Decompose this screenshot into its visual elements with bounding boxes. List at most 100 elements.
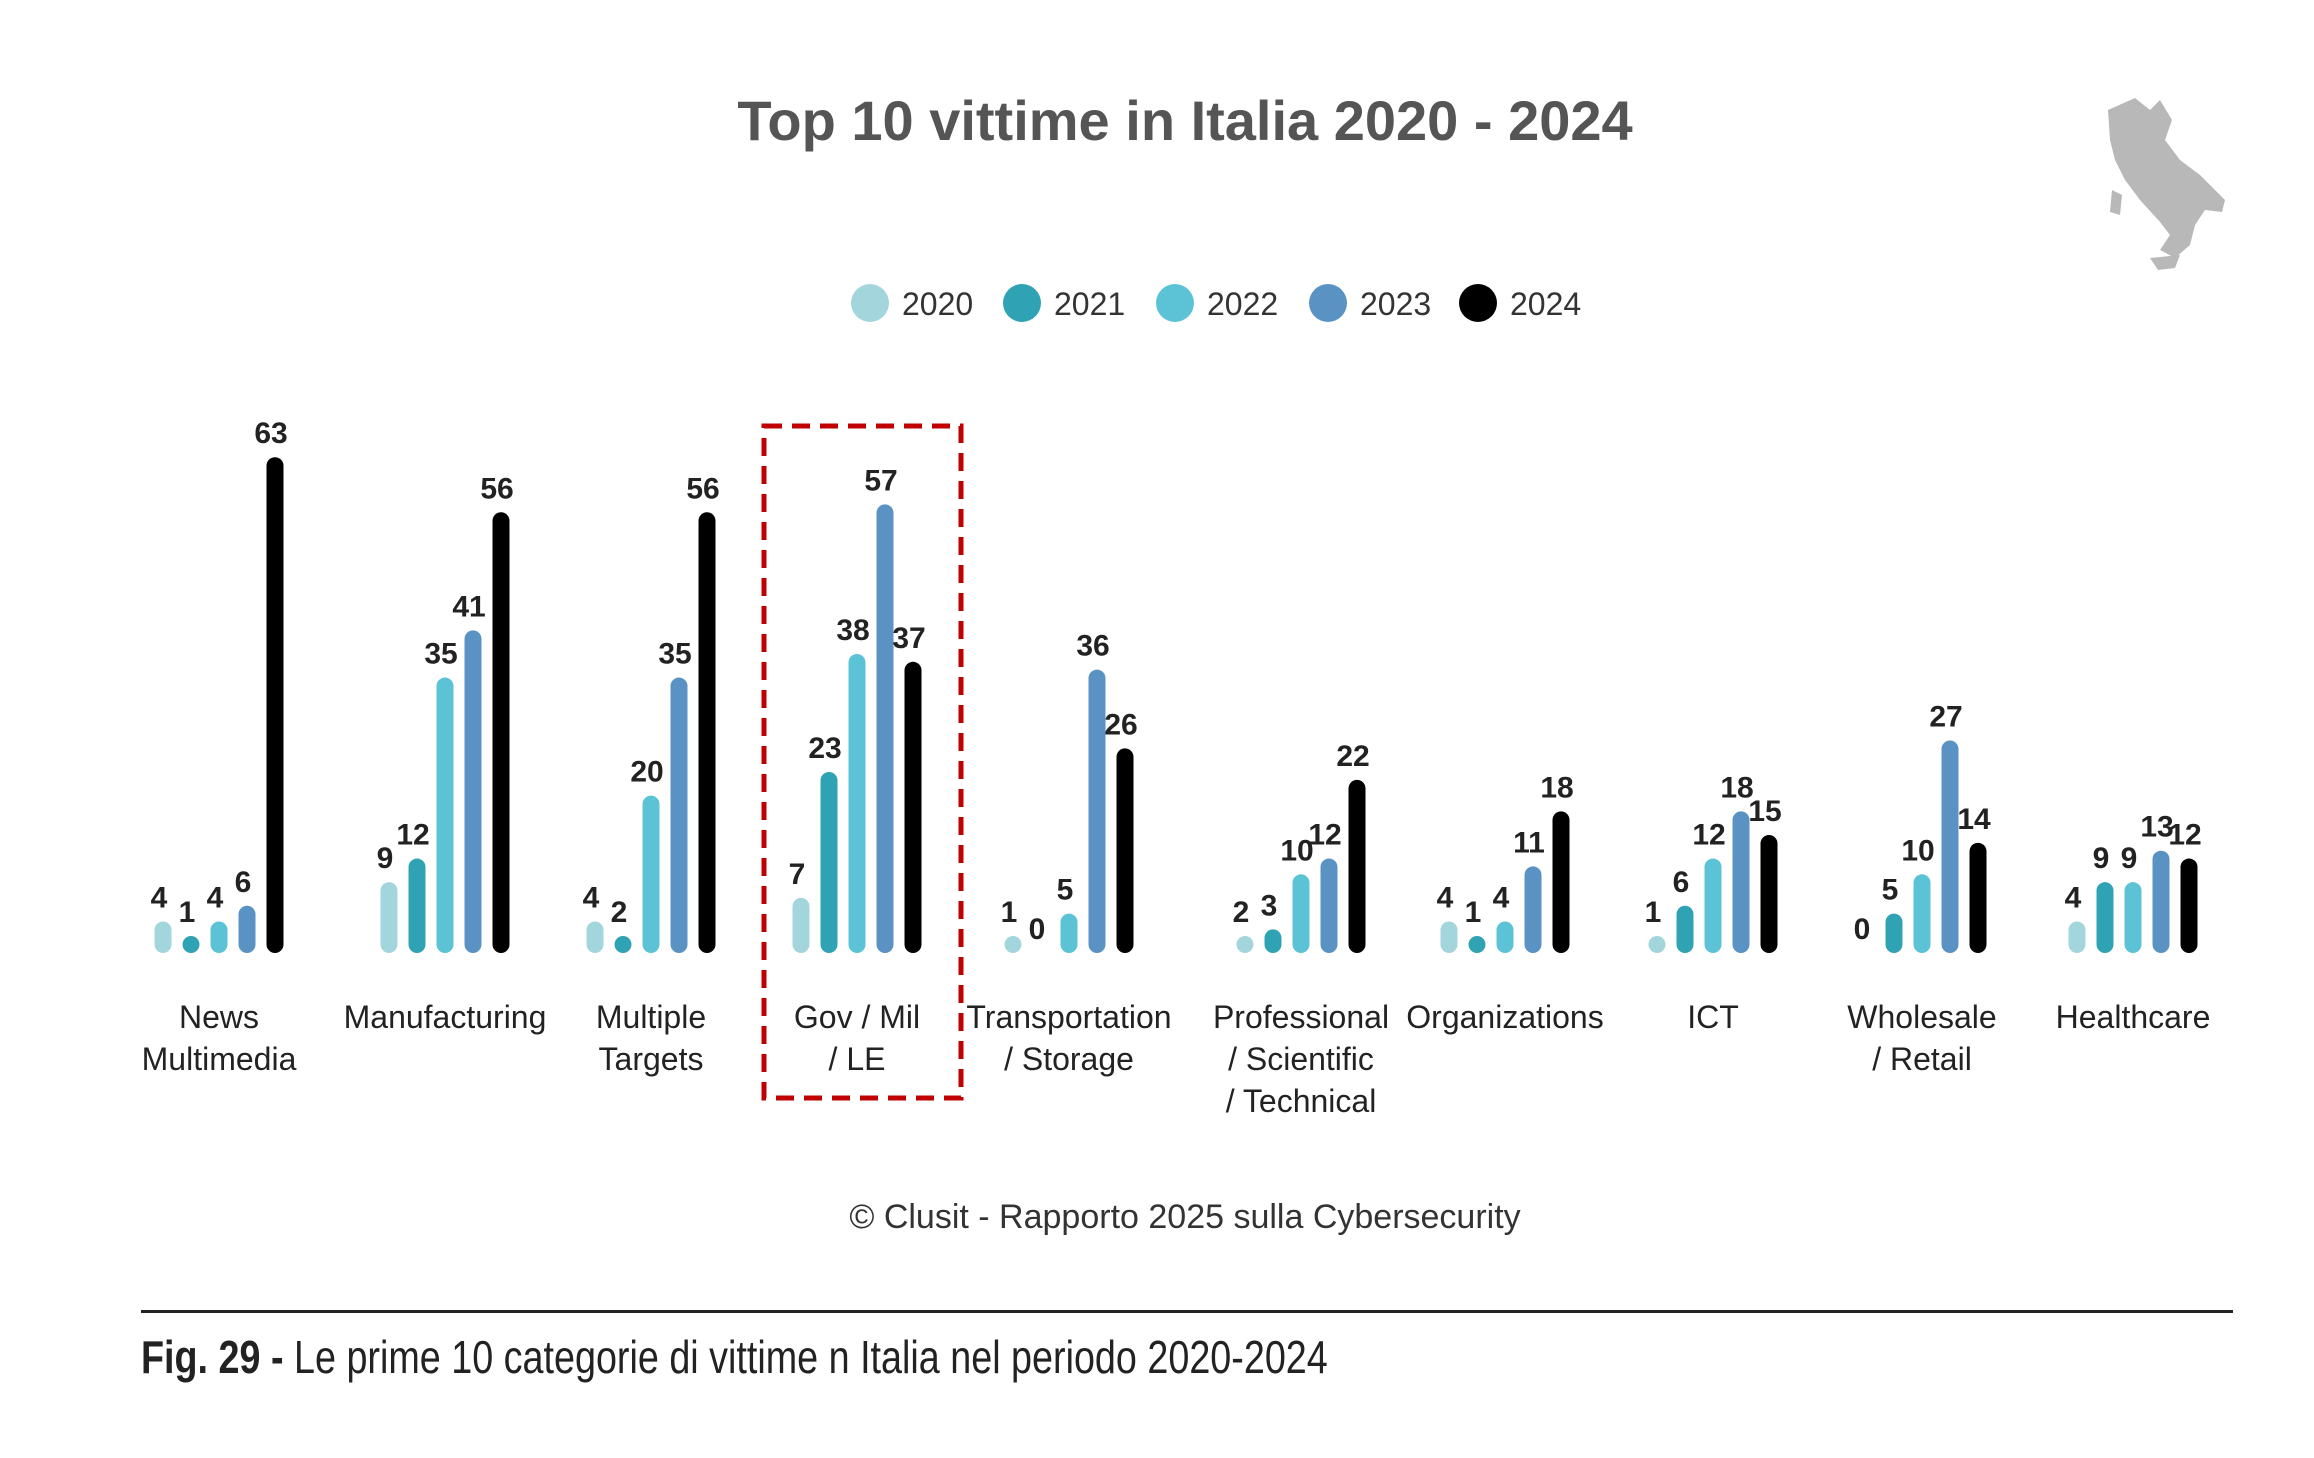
data-label: 38: [836, 614, 869, 647]
bar-2024: [1116, 748, 1134, 953]
data-label: 12: [2168, 819, 2201, 852]
data-label: 56: [686, 472, 719, 505]
data-label: 4: [583, 882, 600, 915]
data-label: 37: [892, 622, 925, 655]
category-label: News: [179, 999, 259, 1035]
data-label: 11: [1513, 826, 1545, 859]
bar-2024: [698, 512, 716, 953]
data-label: 35: [658, 638, 691, 671]
legend-label-2021: 2021: [1054, 286, 1125, 322]
bar-2023: [1088, 669, 1106, 953]
bar-2022: [436, 677, 454, 953]
data-label: 6: [1673, 866, 1690, 899]
bar-2024: [1760, 834, 1778, 953]
data-label: 5: [1882, 874, 1899, 907]
data-label: 14: [1957, 803, 1991, 836]
data-label: 7: [789, 858, 806, 891]
category-label: Organizations: [1406, 999, 1603, 1035]
data-label: 5: [1057, 874, 1074, 907]
bar-2023: [1320, 858, 1338, 953]
bar-2024: [2180, 858, 2198, 953]
bar-2021: [1468, 936, 1486, 953]
category-label: Manufacturing: [344, 999, 547, 1035]
bar-2023: [1524, 866, 1542, 953]
bar-2022: [1913, 874, 1931, 953]
bar-2023: [2152, 850, 2170, 953]
data-label: 0: [1854, 913, 1871, 946]
bar-2020: [380, 882, 398, 953]
data-label: 56: [480, 472, 513, 505]
bar-2024: [1552, 811, 1570, 953]
legend-label-2024: 2024: [1510, 286, 1581, 322]
data-label: 1: [1001, 896, 1018, 929]
legend-swatch-2020: [851, 284, 889, 322]
category-labels: News Multimedia Manufacturing Multiple Targe…: [142, 999, 2211, 1119]
category-label: Targets: [599, 1041, 704, 1077]
category-label: Multiple: [596, 999, 706, 1035]
bar-2022: [1496, 921, 1514, 953]
highlight-box: [761, 423, 964, 1101]
bar-2022: [1292, 874, 1310, 953]
data-label: 2: [1233, 896, 1250, 929]
data-label: 18: [1540, 771, 1573, 804]
bar-2020: [2068, 921, 2086, 953]
bar-2024: [1969, 842, 1987, 953]
bar-2024: [904, 661, 922, 953]
bar-2021: [1676, 905, 1694, 953]
bar-2021: [820, 771, 838, 953]
bar-2022: [642, 795, 660, 953]
data-label: 35: [424, 638, 457, 671]
data-label: 1: [1645, 896, 1662, 929]
bar-2023: [1941, 740, 1959, 953]
legend: 2020 2021 2022 2023 2024: [851, 284, 1581, 322]
bar-2020: [1004, 936, 1022, 953]
category-label: ICT: [1687, 999, 1739, 1035]
data-label: 36: [1076, 630, 1109, 663]
bar-2022: [1060, 913, 1078, 953]
data-label: 10: [1280, 834, 1313, 867]
bar-2021: [2096, 882, 2114, 953]
data-label: 10: [1901, 834, 1934, 867]
data-label: 2: [611, 896, 628, 929]
bar-2021: [182, 936, 200, 953]
bar-2021: [1264, 929, 1282, 953]
bar-2022: [2124, 882, 2142, 953]
italy-map-icon: [2108, 98, 2225, 270]
data-label: 4: [207, 882, 224, 915]
bar-2024: [266, 457, 284, 953]
data-label: 23: [808, 732, 841, 765]
data-label: 27: [1929, 701, 1962, 734]
figure-label: Fig. 29 -: [141, 1331, 284, 1383]
bar-2020: [154, 921, 172, 953]
chart-title: Top 10 vittime in Italia 2020 - 2024: [737, 89, 1632, 152]
bar-2023: [238, 905, 256, 953]
bar-2021: [1885, 913, 1903, 953]
category-label: Professional: [1213, 999, 1389, 1035]
data-label: 18: [1720, 771, 1753, 804]
bar-2022: [1704, 858, 1722, 953]
data-label: 9: [377, 842, 394, 875]
bar-2023: [464, 630, 482, 953]
data-label: 12: [396, 819, 429, 852]
bar-2023: [876, 504, 894, 953]
bar-2020: [1236, 936, 1254, 953]
data-label: 41: [452, 590, 485, 623]
legend-label-2020: 2020: [902, 286, 973, 322]
bar-2020: [792, 897, 810, 953]
category-label: / Storage: [1004, 1041, 1134, 1077]
data-label: 4: [2065, 882, 2082, 915]
data-label: 15: [1748, 795, 1781, 828]
data-label: 26: [1104, 708, 1137, 741]
data-label: 9: [2121, 842, 2138, 875]
data-label: 13: [2140, 811, 2173, 844]
category-label: Multimedia: [142, 1041, 297, 1077]
data-label: 4: [151, 882, 168, 915]
data-label: 3: [1261, 889, 1278, 922]
bar-2021: [614, 936, 632, 953]
source-note: © Clusit - Rapporto 2025 sulla Cybersecu…: [849, 1198, 1520, 1236]
figure-caption: Fig. 29 - Le prime 10 categorie di vitti…: [141, 1330, 1328, 1384]
bar-2020: [586, 921, 604, 953]
data-label: 1: [1465, 896, 1482, 929]
bar-2022: [848, 653, 866, 953]
